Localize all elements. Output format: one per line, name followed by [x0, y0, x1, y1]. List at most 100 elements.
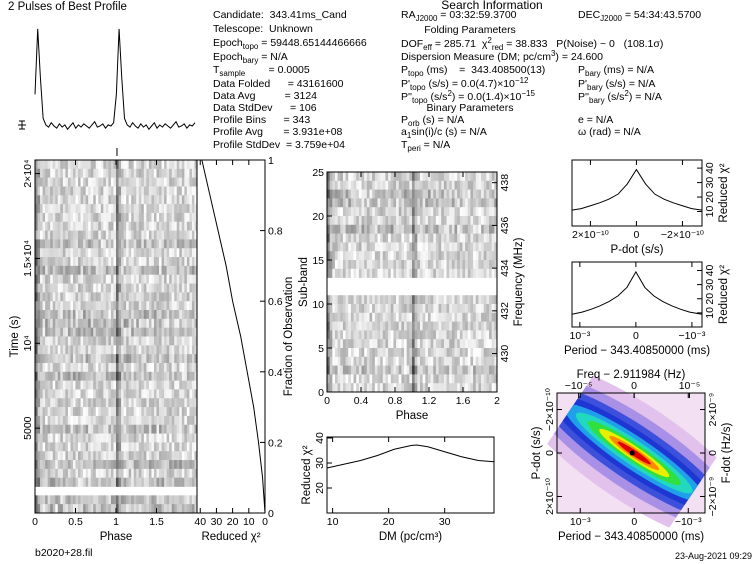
pixel: [161, 354, 165, 364]
pixel: [57, 389, 61, 399]
pixel: [57, 442, 61, 452]
pixel: [151, 195, 155, 205]
pixel: [45, 389, 48, 399]
pixel: [105, 177, 109, 187]
pixel: [98, 274, 102, 284]
pixel: [110, 424, 114, 434]
pixel: [435, 172, 439, 182]
pixel: [45, 415, 48, 426]
pixel: [93, 265, 97, 276]
info-line: RAJ2000 = 03:32:59.3700: [401, 9, 517, 23]
pixel: [181, 230, 185, 240]
pixel: [65, 168, 69, 178]
pixel: [123, 362, 127, 373]
y-axis-label: Fraction of Observation: [283, 277, 295, 397]
pixel: [143, 407, 147, 417]
pixel: [108, 415, 112, 426]
pixel: [105, 442, 109, 452]
pixel: [98, 380, 102, 390]
pixel: [388, 330, 392, 340]
pixel: [108, 186, 112, 196]
pixel: [470, 295, 474, 305]
pixel: [329, 295, 333, 305]
pixel: [72, 451, 76, 461]
pixel: [83, 424, 86, 434]
pixel: [62, 407, 66, 417]
pixel: [470, 180, 474, 190]
pixel: [369, 207, 373, 217]
pixel: [153, 177, 157, 187]
pixel: [126, 186, 129, 196]
pixel: [329, 260, 333, 270]
pixel: [406, 233, 410, 243]
pixel: [401, 224, 405, 234]
pixel: [406, 216, 410, 226]
pixel: [103, 504, 107, 514]
pixel: [414, 339, 418, 349]
pixel: [136, 195, 140, 205]
pixel: [191, 504, 195, 514]
pixel: [329, 189, 333, 199]
pixel: [451, 242, 455, 252]
pixel: [191, 301, 195, 311]
pixel: [337, 374, 341, 384]
pixel: [88, 371, 91, 381]
pixel: [372, 330, 376, 340]
pixel: [414, 321, 418, 331]
pixel: [390, 356, 394, 366]
pixel: [35, 371, 38, 381]
pixel: [443, 321, 447, 331]
pixel: [176, 407, 180, 417]
pixel: [85, 362, 89, 373]
pixel: [364, 251, 368, 261]
pixel: [433, 339, 437, 349]
pixel: [103, 415, 107, 426]
pixel: [108, 265, 112, 276]
pixel: [42, 265, 46, 276]
pixel: [350, 304, 354, 314]
pixel: [186, 239, 190, 249]
pixel: [181, 248, 185, 258]
pixel: [166, 424, 170, 434]
pixel: [342, 374, 346, 384]
pixel: [164, 415, 167, 426]
pixel: [465, 268, 469, 278]
pixel: [406, 383, 410, 393]
pixel: [334, 189, 338, 199]
pixel: [62, 451, 66, 461]
pixel: [62, 257, 66, 267]
pixel: [161, 495, 165, 505]
pixel: [409, 365, 413, 375]
pixel: [65, 327, 69, 337]
pixel: [430, 304, 434, 314]
pixel: [78, 318, 81, 328]
pixel: [164, 389, 167, 399]
pixel: [430, 312, 434, 322]
pixel: [65, 186, 69, 196]
pixel: [166, 460, 170, 470]
pixel: [108, 354, 112, 364]
pixel: [128, 327, 132, 337]
pixel: [153, 415, 157, 426]
pixel: [179, 257, 183, 267]
pixel: [123, 168, 127, 178]
pixel: [377, 260, 381, 270]
pixel: [404, 224, 407, 234]
pixel: [419, 304, 423, 314]
pixel: [98, 168, 102, 178]
pixel: [385, 304, 389, 314]
pixel: [358, 207, 362, 217]
pixel: [37, 442, 41, 452]
pixel: [446, 312, 450, 322]
pixel: [100, 265, 104, 276]
pixel: [454, 180, 458, 190]
pixel: [171, 327, 175, 337]
pixel: [382, 383, 386, 393]
pixel: [148, 389, 152, 399]
pixel: [80, 265, 84, 276]
pixel: [50, 310, 54, 320]
pixel: [451, 339, 455, 349]
pixel: [50, 186, 54, 196]
pixel: [105, 451, 109, 461]
pixel: [133, 230, 137, 240]
